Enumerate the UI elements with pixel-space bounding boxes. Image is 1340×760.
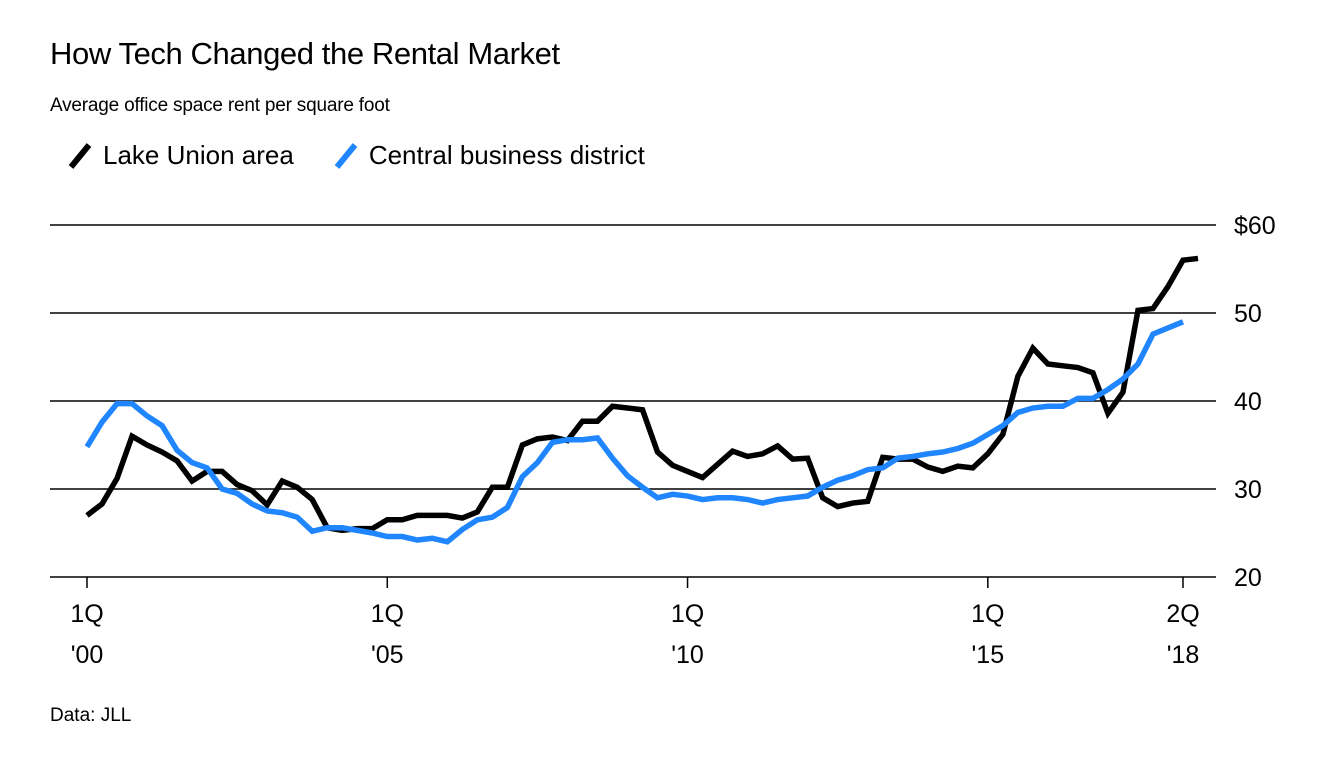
legend-swatch-cbd-icon bbox=[334, 142, 358, 169]
series-line-lake-union bbox=[85, 255, 1199, 534]
y-axis-ticks: $60 50 40 30 20 bbox=[1234, 212, 1276, 592]
x-axis-ticks: 1Q '00 1Q '05 1Q '10 1Q '15 2Q '18 bbox=[70, 577, 1200, 669]
x-tick-label-year: '05 bbox=[371, 641, 404, 669]
x-tick-label-year: '10 bbox=[671, 641, 704, 669]
x-tick-label-quarter: 1Q bbox=[671, 600, 704, 628]
x-tick-label-year: '15 bbox=[972, 641, 1005, 669]
y-tick-label: 40 bbox=[1234, 388, 1262, 416]
x-tick-label-year: '00 bbox=[71, 641, 104, 669]
series-lines bbox=[84, 255, 1199, 545]
chart-title: How Tech Changed the Rental Market bbox=[50, 36, 560, 71]
y-tick-label: $60 bbox=[1234, 212, 1276, 240]
x-tick-label-quarter: 1Q bbox=[70, 600, 103, 628]
legend-item-cbd: Central business district bbox=[332, 140, 645, 171]
x-tick-label-quarter: 2Q bbox=[1166, 600, 1199, 628]
legend: Lake Union area Central business distric… bbox=[66, 140, 683, 171]
series-line-cbd bbox=[84, 319, 1185, 545]
source-note: Data: JLL bbox=[50, 705, 132, 726]
x-tick-label-quarter: 1Q bbox=[371, 600, 404, 628]
gridlines bbox=[50, 224, 1216, 578]
y-tick-label: 20 bbox=[1234, 564, 1262, 592]
legend-item-lake-union: Lake Union area bbox=[66, 140, 294, 171]
legend-label-lake-union: Lake Union area bbox=[103, 140, 294, 170]
x-tick-label-year: '18 bbox=[1167, 641, 1200, 669]
chart-subtitle: Average office space rent per square foo… bbox=[50, 95, 390, 116]
y-tick-label: 50 bbox=[1234, 300, 1262, 328]
x-tick-label-quarter: 1Q bbox=[971, 600, 1004, 628]
legend-label-cbd: Central business district bbox=[368, 140, 645, 170]
y-tick-label: 30 bbox=[1234, 476, 1262, 504]
legend-swatch-lake-union-icon bbox=[68, 142, 92, 169]
